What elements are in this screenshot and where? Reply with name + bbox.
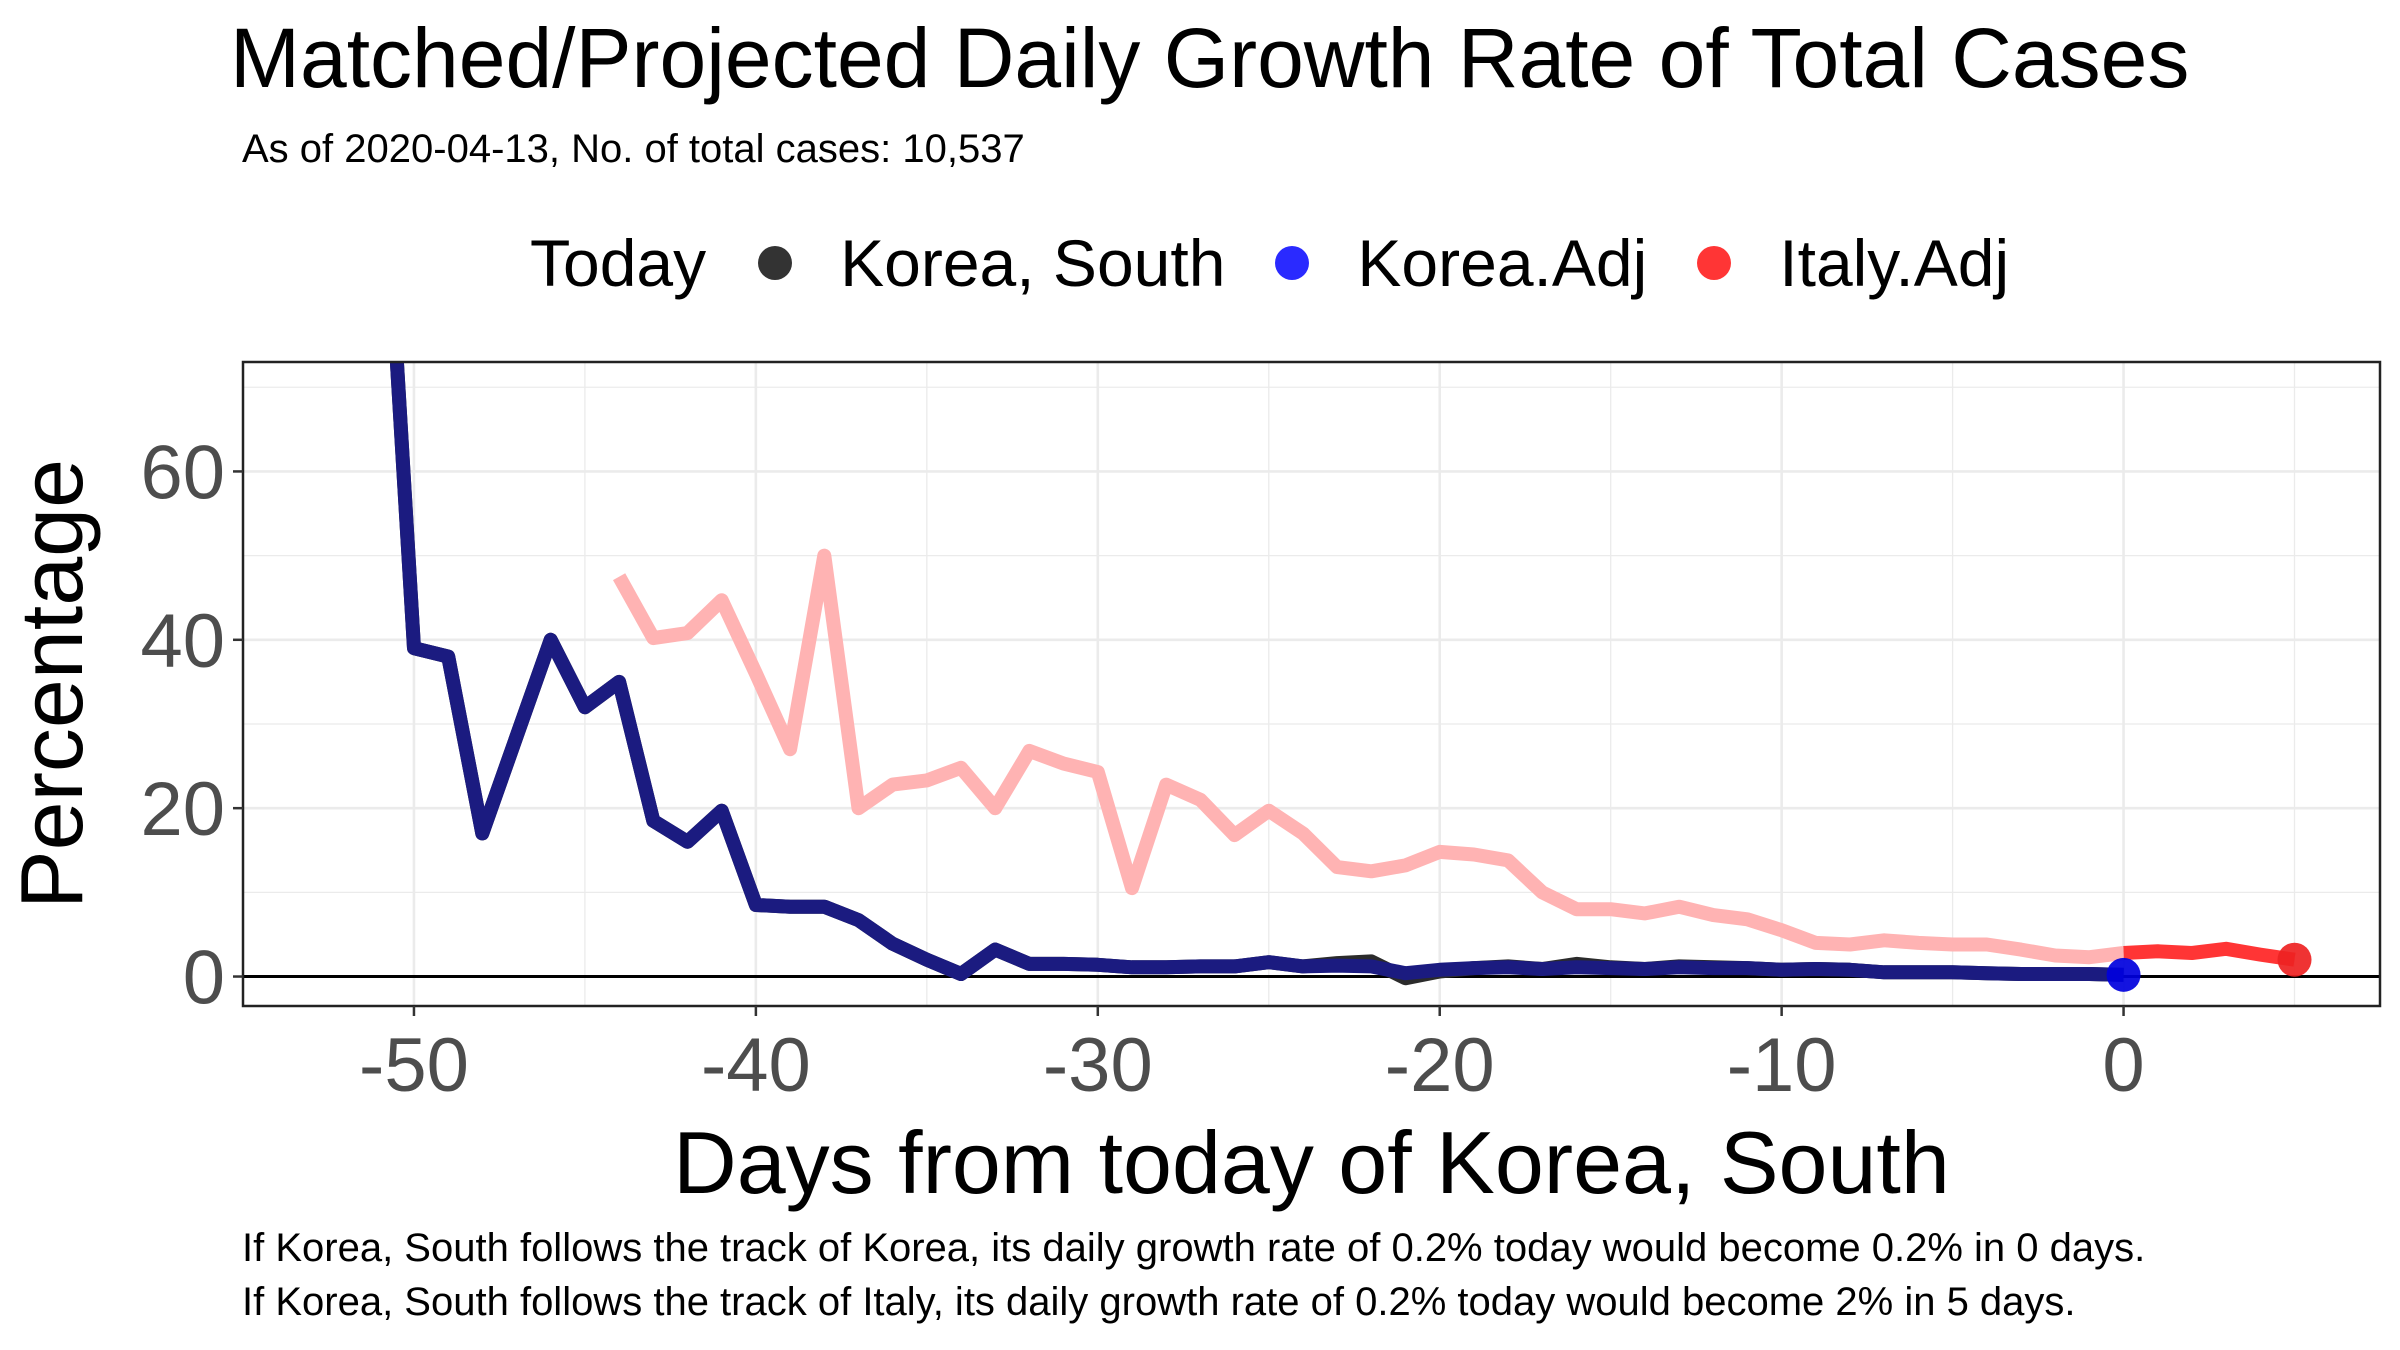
y-axis-title: Percentage xyxy=(2,459,101,909)
x-tick-label: -50 xyxy=(359,1023,469,1108)
legend-item-korea-adj: Korea.Adj xyxy=(1275,225,1647,301)
series-line-1 xyxy=(389,362,2124,982)
x-axis-title: Days from today of Korea, South xyxy=(673,1113,1950,1212)
x-tick-label: 0 xyxy=(2102,1023,2144,1108)
today-point-0 xyxy=(2106,957,2141,992)
x-axis-ticks: -50 -40 -30 -20 -10 0 xyxy=(359,1006,2145,1108)
legend-item-italy-adj: Italy.Adj xyxy=(1697,225,2009,301)
legend-title: Today xyxy=(530,226,707,300)
grid xyxy=(242,362,2380,1006)
chart-title: Matched/Projected Daily Growth Rate of T… xyxy=(230,11,2190,105)
x-tick-label: -10 xyxy=(1727,1023,1837,1108)
y-tick-label: 40 xyxy=(140,599,225,684)
legend-item-korea-south: Korea, South xyxy=(758,225,1225,301)
caption-korea-track: If Korea, South follows the track of Kor… xyxy=(242,1226,2146,1270)
y-axis-ticks: 0 20 40 60 xyxy=(140,430,243,1021)
series-lines xyxy=(389,362,2296,986)
x-tick-label: -40 xyxy=(701,1023,811,1108)
legend-dot-italy-adj xyxy=(1697,246,1732,280)
legend-label-korea-adj: Korea.Adj xyxy=(1357,226,1648,300)
y-tick-label: 20 xyxy=(140,767,225,852)
panel-border xyxy=(241,360,2382,1008)
legend-dot-korea-south xyxy=(758,246,793,280)
series-line-2 xyxy=(612,548,2125,965)
legend-label-korea-south: Korea, South xyxy=(840,226,1226,300)
legend-label-italy-adj: Italy.Adj xyxy=(1779,226,2010,300)
series-line-3 xyxy=(2123,941,2296,967)
y-tick-label: 60 xyxy=(140,430,225,515)
today-points xyxy=(2106,942,2312,992)
x-tick-label: -20 xyxy=(1385,1023,1495,1108)
chart-subtitle: As of 2020-04-13, No. of total cases: 10… xyxy=(242,127,1025,171)
y-tick-label: 0 xyxy=(183,936,225,1021)
caption-italy-track: If Korea, South follows the track of Ita… xyxy=(242,1280,2076,1324)
legend: Today Korea, South Korea.Adj Italy.Adj xyxy=(530,218,2059,308)
legend-dot-korea-adj xyxy=(1275,246,1310,280)
today-point-1 xyxy=(2277,942,2312,977)
x-tick-label: -30 xyxy=(1043,1023,1153,1108)
series-line-0 xyxy=(389,362,2124,986)
